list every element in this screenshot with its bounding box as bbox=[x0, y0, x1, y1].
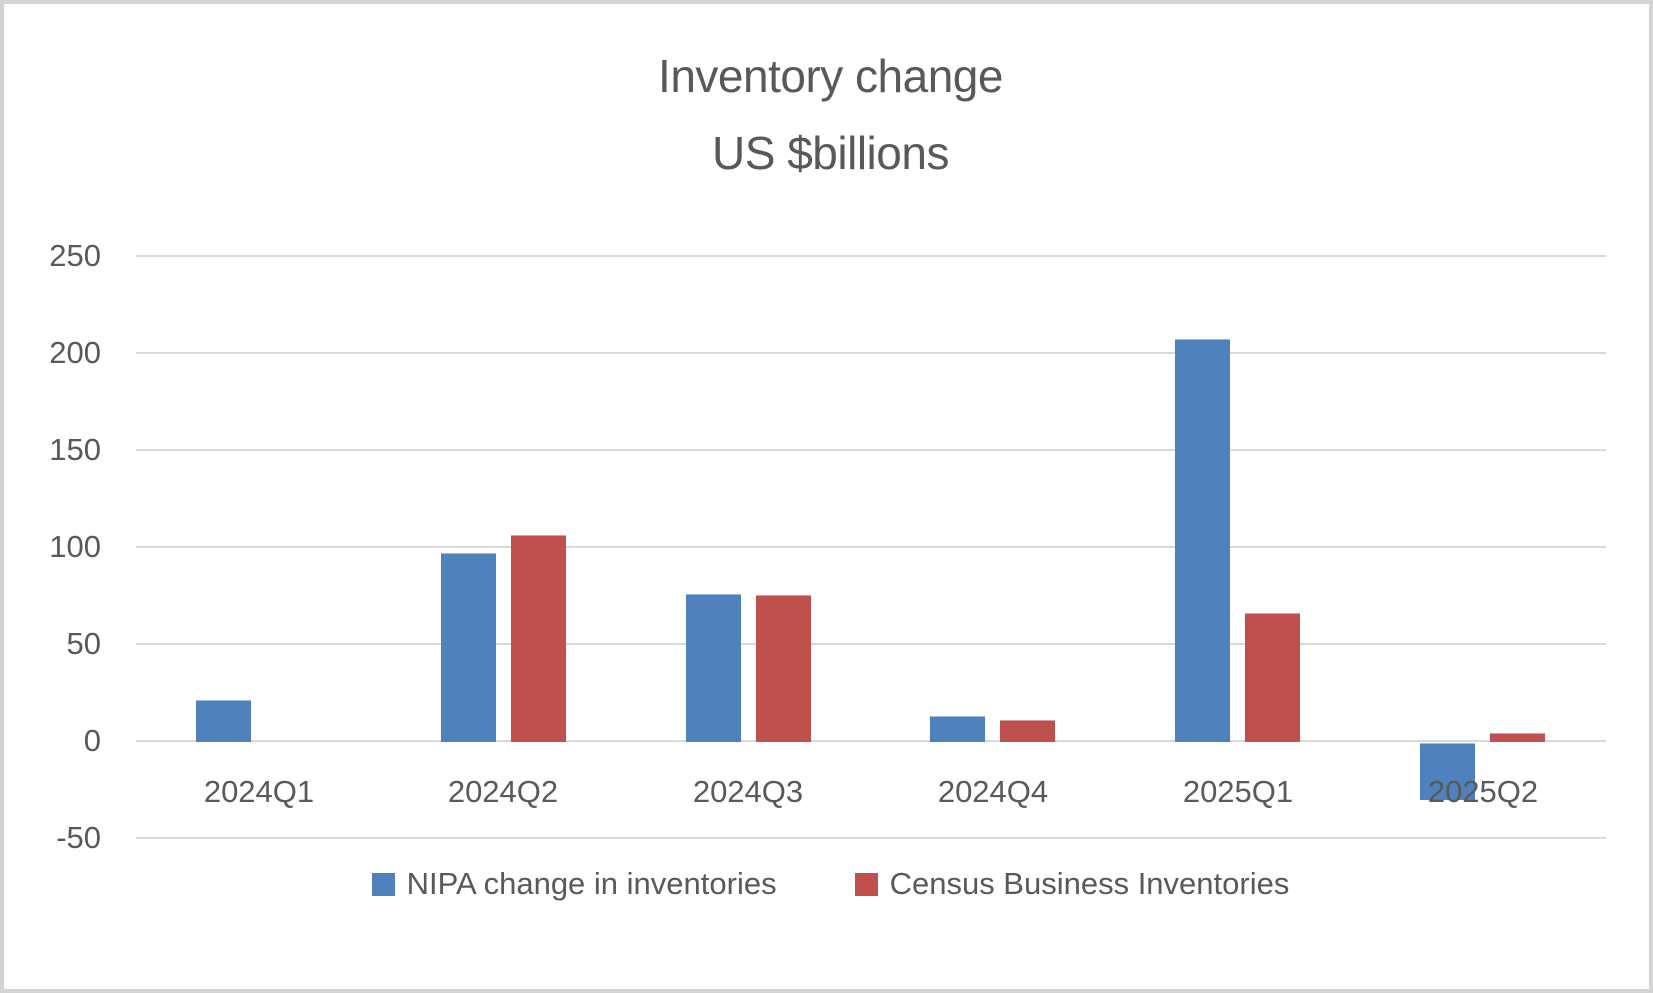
chart-title-line2: US $billions bbox=[712, 127, 949, 179]
legend-swatch-blue-icon bbox=[371, 872, 395, 896]
y-axis-tick-label: 250 bbox=[49, 238, 101, 273]
gridline bbox=[136, 546, 1606, 548]
gridline bbox=[136, 449, 1606, 451]
y-axis-tick-label: 50 bbox=[66, 626, 101, 661]
legend-swatch-red-icon bbox=[854, 872, 878, 896]
gridline bbox=[136, 352, 1606, 354]
legend: NIPA change in inventories Census Busine… bbox=[4, 862, 1649, 906]
chart-title: Inventory change US $billions bbox=[4, 38, 1649, 192]
bar-2025Q2-nipa bbox=[1420, 743, 1475, 800]
gridline bbox=[136, 643, 1606, 645]
bar-2024Q3-nipa bbox=[686, 594, 741, 742]
gridline bbox=[136, 837, 1606, 839]
plot-area: 250 200 150 100 50 0 -50 2024Q1 2024Q2 2024Q3 2024… bbox=[4, 4, 1649, 989]
legend-label-nipa: NIPA change in inventories bbox=[406, 866, 777, 901]
bar-2024Q2-census bbox=[511, 535, 566, 742]
y-axis-tick-label: 150 bbox=[49, 432, 101, 467]
bar-2025Q1-census bbox=[1245, 613, 1300, 742]
legend-item-census: Census Business Inventories bbox=[854, 862, 1290, 906]
gridline bbox=[136, 740, 1606, 742]
y-axis-tick-label: 0 bbox=[83, 723, 101, 758]
bar-2025Q1-nipa bbox=[1175, 339, 1230, 742]
y-axis-tick-label: -50 bbox=[56, 820, 101, 855]
x-axis-category-label: 2025Q1 bbox=[1182, 774, 1294, 809]
x-axis-category-label: 2024Q1 bbox=[203, 774, 315, 809]
chart-title-line1: Inventory change bbox=[658, 50, 1003, 102]
bar-2024Q1-nipa bbox=[196, 700, 251, 742]
x-axis-category-label: 2025Q2 bbox=[1427, 774, 1539, 809]
gridline bbox=[136, 255, 1606, 257]
x-axis-category-label: 2024Q3 bbox=[692, 774, 804, 809]
bar-2024Q4-census bbox=[1000, 720, 1055, 742]
legend-label-census: Census Business Inventories bbox=[889, 866, 1290, 901]
bar-2024Q2-nipa bbox=[441, 553, 496, 742]
x-axis-category-label: 2024Q4 bbox=[937, 774, 1049, 809]
bar-2024Q3-census bbox=[756, 595, 811, 742]
bar-2024Q4-nipa bbox=[930, 716, 985, 742]
y-axis-tick-label: 100 bbox=[49, 529, 101, 564]
y-axis-tick-label: 200 bbox=[49, 335, 101, 370]
legend-item-nipa: NIPA change in inventories bbox=[371, 862, 777, 906]
x-axis-category-label: 2024Q2 bbox=[447, 774, 559, 809]
bar-2025Q2-census bbox=[1490, 733, 1545, 742]
